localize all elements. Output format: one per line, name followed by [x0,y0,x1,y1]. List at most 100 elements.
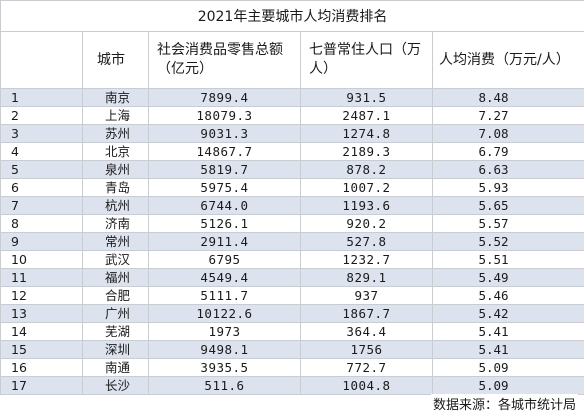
population-cell[interactable]: 1867.7 [300,304,433,323]
city-cell[interactable]: 武汉 [82,250,149,269]
city-cell[interactable]: 苏州 [82,124,149,143]
rank-cell[interactable]: 17 [0,376,83,395]
city-cell[interactable]: 青岛 [82,178,149,197]
header-rank[interactable] [0,31,83,89]
city-cell[interactable]: 济南 [82,214,149,233]
retail-sales-cell[interactable]: 18079.3 [148,106,301,125]
per-capita-cell[interactable]: 5.41 [431,322,584,341]
retail-sales-cell[interactable]: 5975.4 [148,178,301,197]
retail-sales-cell[interactable]: 9498.1 [148,340,301,359]
retail-sales-cell[interactable]: 9031.3 [148,124,301,143]
rank-cell[interactable]: 13 [0,304,83,323]
retail-sales-cell[interactable]: 5819.7 [148,160,301,179]
rank-cell[interactable]: 9 [0,232,83,251]
rank-cell[interactable]: 15 [0,340,83,359]
table-row: 11 福州 4549.4 829.1 5.49 [0,268,584,287]
population-cell[interactable]: 364.4 [300,322,433,341]
per-capita-cell[interactable]: 8.48 [431,88,584,107]
per-capita-cell[interactable]: 5.42 [431,304,584,323]
population-cell[interactable]: 878.2 [300,160,433,179]
rank-cell[interactable]: 1 [0,88,83,107]
table-title[interactable]: 2021年主要城市人均消费排名 [0,0,584,32]
retail-sales-cell[interactable]: 5126.1 [148,214,301,233]
rank-cell[interactable]: 11 [0,268,83,287]
rank-cell[interactable]: 2 [0,106,83,125]
city-cell[interactable]: 福州 [82,268,149,287]
rank-cell[interactable]: 16 [0,358,83,377]
city-cell[interactable]: 上海 [82,106,149,125]
rank-cell[interactable]: 8 [0,214,83,233]
per-capita-cell[interactable]: 5.65 [431,196,584,215]
table-row: 16 南通 3935.5 772.7 5.09 [0,358,584,377]
population-cell[interactable]: 1274.8 [300,124,433,143]
city-cell[interactable]: 南京 [82,88,149,107]
retail-sales-cell[interactable]: 14867.7 [148,142,301,161]
per-capita-cell[interactable]: 5.49 [431,268,584,287]
retail-sales-cell[interactable]: 3935.5 [148,358,301,377]
per-capita-cell[interactable]: 5.46 [431,286,584,305]
per-capita-cell[interactable]: 5.09 [431,358,584,377]
per-capita-cell[interactable]: 7.27 [431,106,584,125]
city-cell[interactable]: 合肥 [82,286,149,305]
population-cell[interactable]: 772.7 [300,358,433,377]
header-city[interactable]: 城市 [82,31,149,89]
table-row: 12 合肥 5111.7 937 5.46 [0,286,584,305]
population-cell[interactable]: 2487.1 [300,106,433,125]
per-capita-cell[interactable]: 6.63 [431,160,584,179]
city-cell[interactable]: 杭州 [82,196,149,215]
retail-sales-cell[interactable]: 6744.0 [148,196,301,215]
rank-cell[interactable]: 5 [0,160,83,179]
population-cell[interactable]: 1756 [300,340,433,359]
city-cell[interactable]: 泉州 [82,160,149,179]
population-cell[interactable]: 920.2 [300,214,433,233]
population-cell[interactable]: 1232.7 [300,250,433,269]
city-cell[interactable]: 南通 [82,358,149,377]
per-capita-cell[interactable]: 5.09 [431,376,584,395]
table-row: 5 泉州 5819.7 878.2 6.63 [0,160,584,179]
population-cell[interactable]: 829.1 [300,268,433,287]
city-cell[interactable]: 常州 [82,232,149,251]
header-retail-sales[interactable]: 社会消费品零售总额（亿元） [148,31,301,89]
table-row: 15 深圳 9498.1 1756 5.41 [0,340,584,359]
per-capita-cell[interactable]: 5.52 [431,232,584,251]
per-capita-cell[interactable]: 5.93 [431,178,584,197]
city-cell[interactable]: 北京 [82,142,149,161]
population-cell[interactable]: 931.5 [300,88,433,107]
population-cell[interactable]: 937 [300,286,433,305]
per-capita-cell[interactable]: 6.79 [431,142,584,161]
per-capita-cell[interactable]: 5.57 [431,214,584,233]
population-cell[interactable]: 2189.3 [300,142,433,161]
retail-sales-cell[interactable]: 1973 [148,322,301,341]
retail-sales-cell[interactable]: 5111.7 [148,286,301,305]
retail-sales-cell[interactable]: 6795 [148,250,301,269]
per-capita-cell[interactable]: 5.41 [431,340,584,359]
header-population[interactable]: 七普常住人口（万人） [300,31,433,89]
population-cell[interactable]: 527.8 [300,232,433,251]
population-cell[interactable]: 1004.8 [300,376,433,395]
population-cell[interactable]: 1193.6 [300,196,433,215]
table-row: 6 青岛 5975.4 1007.2 5.93 [0,178,584,197]
retail-sales-cell[interactable]: 2911.4 [148,232,301,251]
rank-cell[interactable]: 6 [0,178,83,197]
rank-cell[interactable]: 14 [0,322,83,341]
header-per-capita[interactable]: 人均消费（万元/人） [431,31,584,89]
city-cell[interactable]: 深圳 [82,340,149,359]
table-row: 10 武汉 6795 1232.7 5.51 [0,250,584,269]
rank-cell[interactable]: 7 [0,196,83,215]
table-row: 4 北京 14867.7 2189.3 6.79 [0,142,584,161]
per-capita-cell[interactable]: 7.08 [431,124,584,143]
rank-cell[interactable]: 10 [0,250,83,269]
retail-sales-cell[interactable]: 10122.6 [148,304,301,323]
rank-cell[interactable]: 12 [0,286,83,305]
city-cell[interactable]: 芜湖 [82,322,149,341]
retail-sales-cell[interactable]: 7899.4 [148,88,301,107]
city-cell[interactable]: 长沙 [82,376,149,395]
city-cell[interactable]: 广州 [82,304,149,323]
rank-cell[interactable]: 3 [0,124,83,143]
per-capita-cell[interactable]: 5.51 [431,250,584,269]
retail-sales-cell[interactable]: 511.6 [148,376,301,395]
retail-sales-cell[interactable]: 4549.4 [148,268,301,287]
population-cell[interactable]: 1007.2 [300,178,433,197]
rank-cell[interactable]: 4 [0,142,83,161]
